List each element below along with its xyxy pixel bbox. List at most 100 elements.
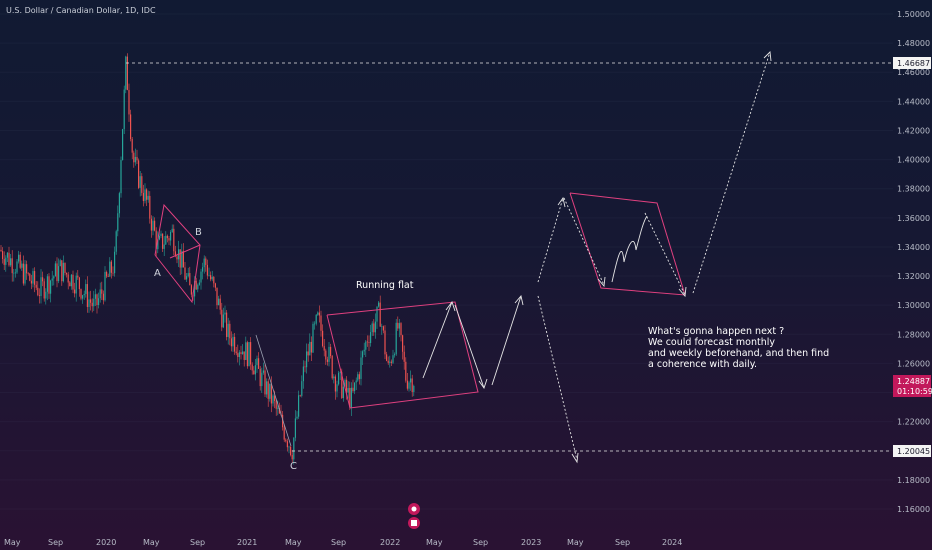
candle-body bbox=[162, 233, 164, 249]
time-axis[interactable]: May Sep 2020 May Sep 2021 May Sep 2022 May Sep 2023… bbox=[4, 538, 682, 547]
price-tick-label: 1.22000 bbox=[897, 418, 930, 427]
candle-body bbox=[96, 294, 98, 305]
candle-body bbox=[333, 376, 335, 379]
candle-body bbox=[128, 89, 130, 115]
candle-body bbox=[283, 427, 285, 440]
candle-body bbox=[371, 323, 373, 333]
candle-body bbox=[322, 330, 324, 347]
candle-body bbox=[190, 285, 192, 295]
candle-body bbox=[374, 321, 376, 333]
candle-body bbox=[155, 230, 157, 250]
candle-body bbox=[134, 156, 136, 163]
candle-body bbox=[250, 342, 252, 365]
time-tick-label: May bbox=[4, 538, 21, 547]
projection-wiggle bbox=[611, 215, 648, 283]
candle-body bbox=[101, 289, 103, 294]
candle-body bbox=[62, 262, 64, 282]
event-markers[interactable] bbox=[408, 503, 420, 529]
candle-body bbox=[142, 192, 144, 201]
candle-body bbox=[106, 271, 108, 277]
price-tick-label: 1.40000 bbox=[897, 156, 930, 165]
time-tick-label: May bbox=[285, 538, 302, 547]
candle-body bbox=[318, 312, 320, 316]
candle-body bbox=[102, 293, 104, 301]
candle-body bbox=[384, 330, 386, 355]
candle-body bbox=[206, 264, 208, 276]
candle-body bbox=[139, 176, 141, 188]
candle-body bbox=[293, 437, 295, 460]
candle-body bbox=[75, 275, 77, 294]
candle-body bbox=[402, 335, 404, 352]
candle-body bbox=[307, 351, 309, 356]
candle-body bbox=[66, 272, 68, 275]
low-level-value: 1.20045 bbox=[897, 447, 930, 456]
candle-body bbox=[352, 387, 354, 392]
candle-body bbox=[261, 372, 263, 387]
price-tick-label: 1.30000 bbox=[897, 301, 930, 310]
candle-body bbox=[315, 314, 317, 324]
price-tick-label: 1.34000 bbox=[897, 243, 930, 252]
candle-body bbox=[181, 251, 183, 268]
candle-body bbox=[400, 323, 402, 336]
candle-body bbox=[200, 271, 202, 283]
candle-body bbox=[339, 372, 341, 373]
chart-title: U.S. Dollar / Canadian Dollar, 1D, IDC bbox=[6, 6, 156, 15]
candle-body bbox=[21, 263, 23, 268]
candle-body bbox=[110, 261, 112, 273]
candle-body bbox=[267, 381, 269, 399]
price-axis[interactable]: 1.160001.180001.200001.220001.240001.260… bbox=[897, 10, 930, 514]
candle-body bbox=[109, 261, 111, 277]
current-price-tag: 1.24887 01:10:59 bbox=[893, 375, 932, 397]
candle-body bbox=[51, 278, 53, 281]
arrow-heads bbox=[445, 51, 772, 464]
wave-c-line bbox=[255, 334, 292, 447]
candle-body bbox=[133, 152, 135, 163]
price-tick-label: 1.32000 bbox=[897, 272, 930, 281]
candle-body bbox=[11, 258, 13, 274]
time-tick-label: Sep bbox=[473, 538, 488, 547]
candle-body bbox=[234, 336, 236, 352]
candle-body bbox=[291, 454, 293, 460]
candle-body bbox=[112, 272, 114, 274]
wave-label-c: C bbox=[290, 461, 297, 472]
forecast-flat-channel bbox=[569, 192, 686, 296]
candle-body bbox=[189, 273, 191, 286]
candle-body bbox=[85, 284, 87, 294]
candle-body bbox=[202, 267, 204, 272]
candle-body bbox=[406, 380, 408, 389]
candle-body bbox=[312, 323, 314, 353]
candle-body bbox=[306, 351, 308, 368]
candle-body bbox=[278, 407, 280, 414]
candle-body bbox=[166, 235, 168, 239]
candle-body bbox=[187, 273, 189, 277]
candle-body bbox=[32, 271, 34, 284]
candle-body bbox=[74, 289, 76, 294]
candle-body bbox=[410, 378, 412, 383]
candle-body bbox=[230, 338, 232, 347]
time-tick-label: Sep bbox=[190, 538, 205, 547]
candle-body bbox=[163, 244, 165, 249]
candle-body bbox=[395, 322, 397, 355]
candle-body bbox=[211, 276, 213, 280]
candle-body bbox=[232, 336, 234, 347]
candle-body bbox=[77, 275, 79, 278]
candle-body bbox=[93, 298, 95, 307]
candle-body bbox=[210, 275, 212, 280]
candle-body bbox=[42, 277, 44, 282]
candle-body bbox=[160, 233, 162, 236]
candle-body bbox=[195, 280, 197, 290]
candle-body bbox=[269, 383, 271, 399]
price-tick-label: 1.26000 bbox=[897, 359, 930, 368]
candle-body bbox=[366, 341, 368, 343]
candle-body bbox=[123, 89, 125, 130]
candle-body bbox=[349, 388, 351, 408]
candle-body bbox=[274, 395, 276, 401]
time-tick-label: 2022 bbox=[380, 538, 400, 547]
candle-body bbox=[413, 385, 415, 392]
candle-body bbox=[376, 306, 378, 322]
candle-body bbox=[235, 351, 237, 354]
note-line-2: We could forecast monthly bbox=[648, 337, 775, 348]
candle-body bbox=[48, 276, 50, 294]
candle-body bbox=[107, 276, 109, 278]
